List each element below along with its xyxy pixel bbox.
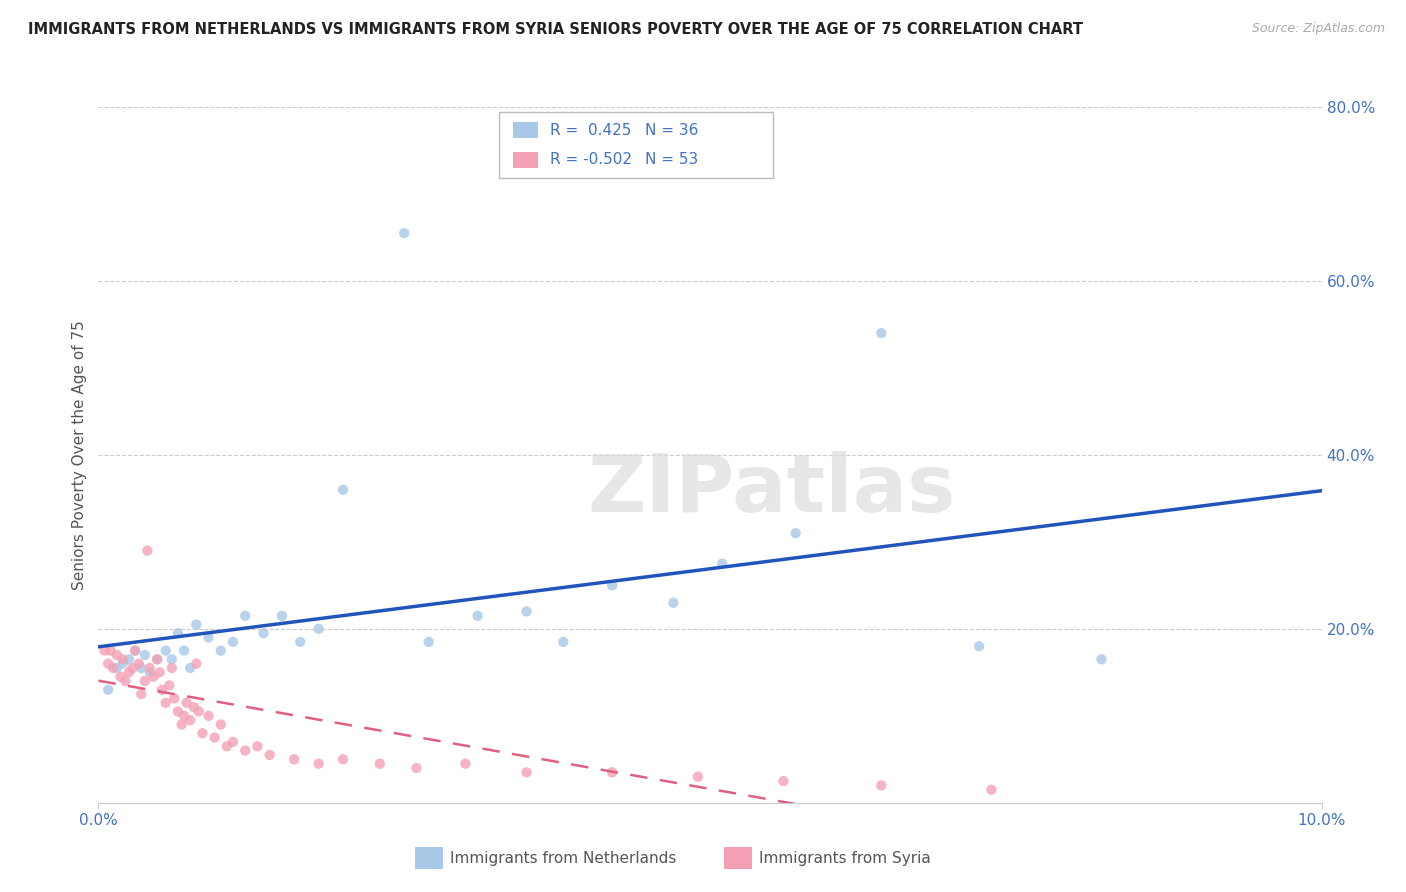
Point [93,643,115,657]
Text: Immigrants from Syria: Immigrants from Syria [759,851,931,865]
Point [149,665,172,680]
Point [467,608,489,623]
Point [118,652,141,666]
Point [967,639,990,653]
Point [142,670,165,684]
Point [785,526,807,541]
Point [114,674,136,689]
Point [308,622,330,636]
Point [121,661,143,675]
Point [155,696,177,710]
Text: Immigrants from Netherlands: Immigrants from Netherlands [450,851,676,865]
Point [163,691,186,706]
Point [222,635,245,649]
Point [157,678,180,692]
Point [209,717,232,731]
Point [167,626,190,640]
Point [332,752,354,766]
Text: R =  0.425: R = 0.425 [550,123,631,137]
Point [711,557,734,571]
Text: IMMIGRANTS FROM NETHERLANDS VS IMMIGRANTS FROM SYRIA SENIORS POVERTY OVER THE AG: IMMIGRANTS FROM NETHERLANDS VS IMMIGRANT… [28,22,1083,37]
Point [368,756,391,771]
Point [146,652,169,666]
Point [128,657,150,671]
Point [600,765,623,780]
Point [197,708,219,723]
Point [170,717,193,731]
Point [222,735,245,749]
Y-axis label: Seniors Poverty Over the Age of 75: Seniors Poverty Over the Age of 75 [72,320,87,590]
Point [600,578,623,592]
Point [167,705,190,719]
Point [129,687,152,701]
Point [186,617,208,632]
Point [308,756,330,771]
Text: N = 36: N = 36 [645,123,699,137]
Point [392,226,416,240]
Point [259,747,281,762]
Point [204,731,226,745]
Text: Source: ZipAtlas.com: Source: ZipAtlas.com [1251,22,1385,36]
Point [332,483,354,497]
Point [215,739,238,754]
Point [105,648,128,662]
Point [179,713,201,727]
Point [111,652,134,666]
Point [136,543,159,558]
Point [980,782,1002,797]
Text: ZIPatlas: ZIPatlas [588,450,955,529]
Point [146,652,169,666]
Point [252,626,274,640]
Point [283,752,305,766]
Point [233,608,256,623]
Point [101,661,124,675]
Point [124,643,146,657]
Point [139,661,162,675]
Point [160,652,183,666]
Point [290,635,312,649]
Point [191,726,214,740]
Point [111,657,134,671]
Point [270,608,292,623]
Point [118,665,141,680]
Point [155,643,177,657]
Point [176,696,198,710]
Point [553,635,575,649]
Point [110,670,132,684]
Point [233,744,256,758]
Point [187,705,209,719]
Point [160,661,183,675]
Point [454,756,477,771]
Point [139,665,162,680]
Point [105,661,128,675]
Point [183,700,205,714]
Point [186,657,208,671]
Point [134,648,156,662]
Point [173,643,195,657]
Point [150,682,173,697]
Point [209,643,232,657]
Point [173,708,195,723]
Point [97,657,120,671]
Text: R = -0.502: R = -0.502 [550,153,631,167]
Point [197,631,219,645]
Point [134,674,156,689]
Point [129,661,152,675]
Point [662,596,685,610]
Point [686,770,709,784]
Point [124,643,146,657]
Point [516,605,538,619]
Point [405,761,427,775]
Point [516,765,538,780]
Point [100,643,122,657]
Text: N = 53: N = 53 [645,153,699,167]
Point [179,661,201,675]
Point [418,635,440,649]
Point [772,774,794,789]
Point [246,739,269,754]
Point [870,778,893,792]
Point [1090,652,1112,666]
Point [97,682,120,697]
Point [870,326,893,340]
